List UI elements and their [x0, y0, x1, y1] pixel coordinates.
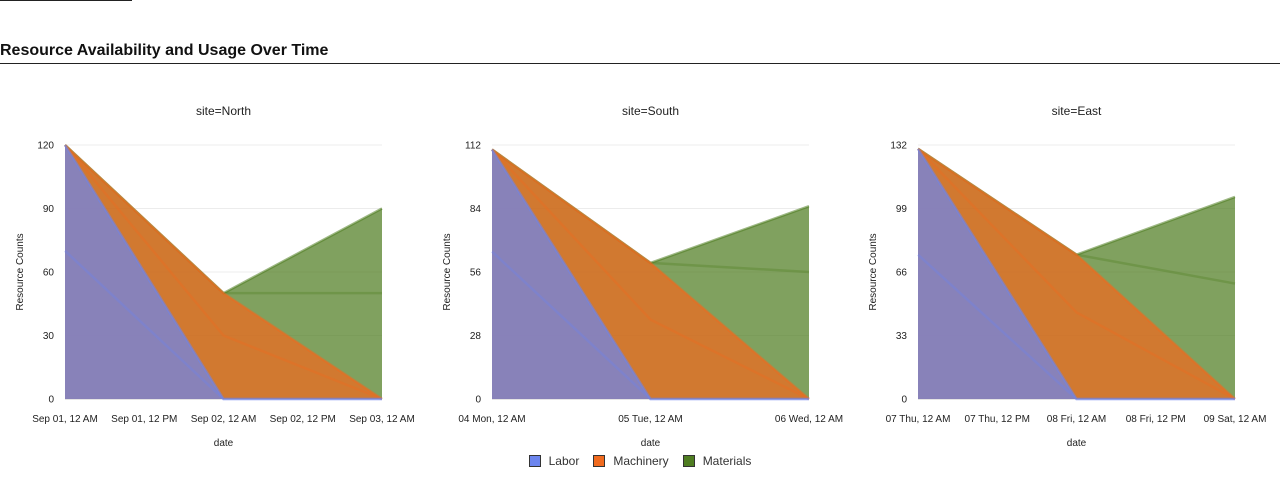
- panel-3-x-tick-07-thu-12-am: 07 Thu, 12 AM: [886, 414, 951, 425]
- panel-3-x-tick-09-sat-12-am: 09 Sat, 12 AM: [1204, 414, 1267, 425]
- panel-3-title: site=East: [1052, 104, 1102, 118]
- panel-1-labor-line: [63, 144, 382, 401]
- panel-1-machinery-line: [64, 144, 383, 401]
- panel-3-x-tick-07-thu-12-pm: 07 Thu, 12 PM: [965, 414, 1030, 425]
- panel-3-labor-line: [916, 148, 1235, 401]
- panel-3-y-tick-0: 0: [901, 395, 907, 406]
- panel-2-machinery-line: [491, 148, 810, 400]
- panel-1-y-axis-label: Resource Counts: [15, 233, 26, 310]
- panel-3-y-tick-99: 99: [896, 204, 908, 215]
- legend-label-machinery: Machinery: [613, 454, 669, 468]
- panel-1-x-tick-sep-01-12-am: Sep 01, 12 AM: [32, 414, 98, 425]
- panel-2-x-tick-04-mon-12-am: 04 Mon, 12 AM: [458, 414, 525, 425]
- panel-3-y-tick-33: 33: [896, 331, 908, 342]
- panel-2-y-tick-56: 56: [470, 268, 482, 279]
- legend-item-labor[interactable]: Labor: [528, 454, 580, 468]
- panel-1-title: site=North: [196, 104, 251, 118]
- panel-2: 0 28 56 84 112 04 Mon, 12 AM 05 Tue, 12 AM 06 W…: [442, 104, 843, 449]
- legend-swatch-machinery: [593, 455, 606, 467]
- panel-1-y-tick-90: 90: [43, 204, 55, 215]
- panel-3-machinery-line: [917, 147, 1236, 400]
- panel-2-machinery-usage-line: [491, 148, 810, 401]
- legend-item-materials[interactable]: Materials: [682, 454, 752, 468]
- panel-1-y-tick-30: 30: [43, 331, 55, 342]
- panel-2-title: site=South: [622, 104, 679, 118]
- chart-legend: Labor Machinery Materials: [0, 454, 1280, 468]
- panel-3-x-tick-08-fri-12-am: 08 Fri, 12 AM: [1047, 414, 1106, 425]
- panel-1-machinery-usage-line: [64, 144, 383, 401]
- legend-swatch-materials: [682, 455, 695, 467]
- legend-swatch-labor: [528, 455, 541, 467]
- panel-2-y-tick-0: 0: [475, 395, 481, 406]
- legend-item-machinery[interactable]: Machinery: [593, 454, 669, 468]
- panel-3-y-axis-label: Resource Counts: [868, 233, 879, 310]
- panel-3-machinery-usage-line: [917, 147, 1236, 401]
- panel-1-x-tick-sep-02-12-pm: Sep 02, 12 PM: [270, 414, 336, 425]
- panel-2-y-tick-112: 112: [465, 141, 481, 152]
- panel-3-y-tick-66: 66: [896, 268, 908, 279]
- panel-1-x-tick-sep-03-12-am: Sep 03, 12 AM: [349, 414, 415, 425]
- page-title: Resource Availability and Usage Over Tim…: [0, 42, 329, 59]
- legend-label-labor: Labor: [548, 454, 580, 468]
- panel-2-labor-usage-line: [491, 250, 809, 401]
- panel-1-y-tick-0: 0: [48, 395, 54, 406]
- panel-2-y-axis-label: Resource Counts: [442, 233, 453, 310]
- panel-1-y-tick-120: 120: [37, 141, 54, 152]
- panel-2-labor-line: [490, 148, 809, 401]
- panel-1-x-axis-label: date: [214, 438, 234, 449]
- panel-2-y-tick-84: 84: [470, 204, 482, 215]
- panel-1-labor-area: [65, 145, 382, 399]
- panel-3-x-tick-08-fri-12-pm: 08 Fri, 12 PM: [1126, 414, 1186, 425]
- panel-3-labor-usage-line: [917, 253, 1235, 401]
- panel-2-y-tick-28: 28: [470, 331, 482, 342]
- panel-1-x-tick-sep-01-12-pm: Sep 01, 12 PM: [111, 414, 177, 425]
- panel-2-x-axis-label: date: [641, 438, 661, 449]
- panel-1-x-tick-sep-02-12-am: Sep 02, 12 AM: [191, 414, 257, 425]
- panel-3: 0 33 66 99 132 07 Thu, 12 AM 07 Thu, 12 PM 08 F…: [868, 104, 1266, 449]
- panel-2-labor-area: [492, 149, 809, 399]
- panel-3-y-tick-132: 132: [890, 141, 907, 152]
- panel-1: 0 30 60 90 120 Sep 01, 12 AM Sep 01, 12 PM Sep …: [15, 104, 415, 449]
- panel-3-labor-area: [918, 148, 1235, 399]
- heading-divider: [0, 63, 1280, 64]
- top-rule: [0, 0, 132, 1]
- panel-2-x-tick-06-wed-12-am: 06 Wed, 12 AM: [775, 414, 843, 425]
- panel-2-x-tick-05-tue-12-am: 05 Tue, 12 AM: [618, 414, 683, 425]
- panel-1-y-tick-60: 60: [43, 268, 55, 279]
- panel-1-labor-usage-line: [64, 249, 382, 401]
- legend-label-materials: Materials: [702, 454, 752, 468]
- panel-3-x-axis-label: date: [1067, 438, 1087, 449]
